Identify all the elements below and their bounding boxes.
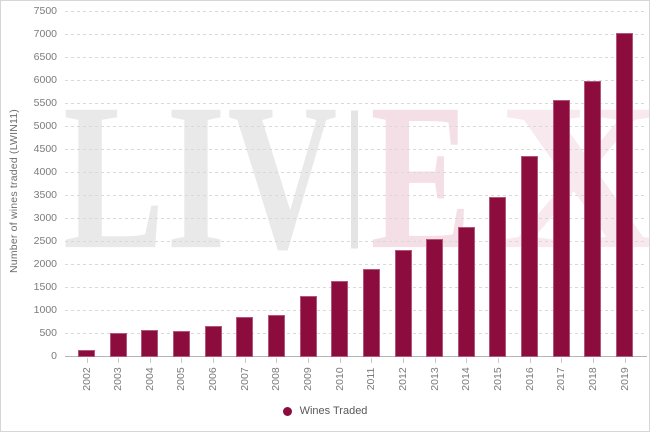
x-tick-label: 2013	[428, 367, 441, 391]
bar-2008	[267, 314, 285, 357]
bar-2015	[489, 197, 507, 357]
x-tick-label: 2017	[555, 367, 568, 391]
y-tick-label: 1000	[33, 304, 57, 316]
x-tick	[276, 358, 278, 363]
x-tick	[466, 358, 468, 363]
gridline	[65, 126, 647, 127]
x-tick	[213, 358, 215, 363]
legend-label: Wines Traded	[299, 405, 368, 417]
x-tick	[118, 358, 120, 363]
x-tick-label: 2002	[80, 367, 93, 391]
gridline	[65, 333, 647, 334]
x-tick-label: 2019	[618, 367, 631, 391]
x-tick	[529, 358, 531, 363]
y-tick-label: 6500	[33, 51, 57, 63]
bar-2014	[457, 226, 475, 357]
bar-2007	[236, 317, 254, 357]
x-tick	[181, 358, 183, 363]
y-tick-label: 3500	[33, 189, 57, 201]
gridline	[65, 287, 647, 288]
y-tick-label: 1500	[33, 281, 57, 293]
x-tick	[497, 358, 499, 363]
legend: Wines Traded	[1, 402, 649, 420]
gridline	[65, 241, 647, 242]
y-tick-label: 3000	[33, 212, 57, 224]
gridline	[65, 195, 647, 196]
x-tick	[339, 358, 341, 363]
gridline	[65, 11, 647, 12]
x-tick-label: 2008	[270, 367, 283, 391]
x-tick	[434, 358, 436, 363]
x-tick	[149, 358, 151, 363]
gridline	[65, 218, 647, 219]
bar-2010	[331, 280, 349, 357]
x-tick-label: 2007	[238, 367, 251, 391]
bar-2019	[616, 33, 634, 357]
y-tick-label: 5500	[33, 97, 57, 109]
x-tick-label: 2009	[302, 367, 315, 391]
bar-2012	[394, 250, 412, 357]
gridline	[65, 264, 647, 265]
x-tick	[86, 358, 88, 363]
x-tick-label: 2014	[460, 367, 473, 391]
x-tick-label: 2003	[112, 367, 125, 391]
x-tick-label: 2018	[586, 367, 599, 391]
gridline	[65, 310, 647, 311]
gridline	[65, 103, 647, 104]
y-tick-label: 6000	[33, 74, 57, 86]
x-tick	[403, 358, 404, 363]
bar-2011	[362, 269, 380, 357]
x-tick	[561, 358, 563, 363]
bar-2009	[299, 296, 317, 357]
y-tick-label: 2500	[33, 235, 57, 247]
bar-2003	[109, 332, 127, 357]
x-tick-label: 2011	[365, 367, 378, 391]
bar-2005	[172, 330, 190, 357]
x-tick	[308, 358, 310, 363]
bar-2017	[552, 99, 570, 357]
x-tick-label: 2005	[175, 367, 188, 391]
y-tick-label: 4000	[33, 166, 57, 178]
x-tick-label: 2016	[523, 367, 536, 391]
y-tick-label: 7000	[33, 28, 57, 40]
gridline	[65, 34, 647, 35]
x-axis-line	[65, 356, 647, 357]
x-tick	[592, 358, 594, 363]
bar-2013	[426, 239, 444, 357]
x-tick-label: 2006	[207, 367, 220, 391]
x-tick-label: 2012	[397, 367, 409, 391]
bar-2004	[141, 329, 159, 357]
legend-marker-dot	[282, 406, 292, 416]
x-tick-label: 2004	[143, 367, 156, 391]
y-tick-label: 4500	[33, 143, 57, 155]
gridline	[65, 80, 647, 81]
bar-2016	[521, 155, 539, 357]
y-tick-label: 500	[39, 327, 57, 339]
y-tick-label: 0	[51, 350, 57, 362]
x-tick-label: 2010	[333, 367, 346, 391]
y-tick-label: 5000	[33, 120, 57, 132]
bar-2018	[584, 81, 602, 357]
x-tick	[371, 358, 373, 363]
gridline	[65, 57, 647, 58]
x-tick	[244, 358, 246, 363]
gridline	[65, 149, 647, 150]
gridline	[65, 172, 647, 173]
x-tick	[624, 358, 626, 363]
plot-area	[65, 11, 647, 357]
bar-2006	[204, 326, 222, 357]
bar-2002	[78, 350, 95, 357]
y-tick-label: 2000	[33, 258, 57, 270]
y-tick-label: 7500	[33, 5, 57, 17]
x-tick-label: 2015	[491, 367, 504, 391]
